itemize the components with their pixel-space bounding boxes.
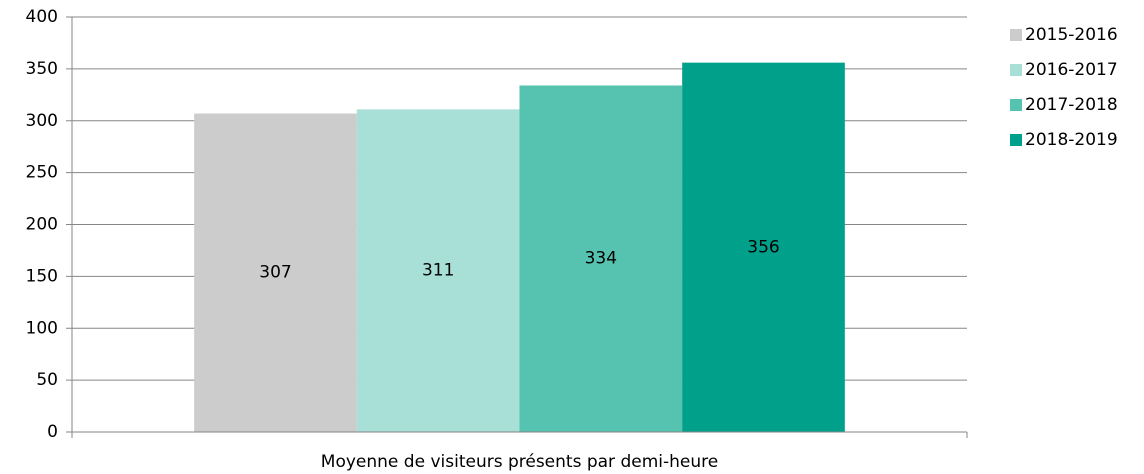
legend-swatch <box>1010 29 1022 41</box>
data-label: 334 <box>585 249 617 269</box>
y-tick-label: 200 <box>26 215 58 235</box>
bar <box>682 62 845 433</box>
y-tick-label: 150 <box>26 266 58 286</box>
bar <box>194 113 357 433</box>
y-tick-label: 300 <box>26 111 58 131</box>
bar <box>356 109 520 433</box>
x-tick-label: Moyenne de visiteurs présents par demi-h… <box>321 452 718 472</box>
legend-swatch <box>1010 134 1022 146</box>
bar <box>519 85 683 432</box>
data-label: 356 <box>747 237 779 257</box>
y-tick-label: 50 <box>36 370 58 390</box>
y-tick-label: 250 <box>26 163 58 183</box>
legend-label: 2015-2016 <box>1025 25 1118 45</box>
y-tick-label: 400 <box>26 7 58 27</box>
data-label: 307 <box>259 263 291 283</box>
y-tick-label: 350 <box>26 59 58 79</box>
legend-swatch <box>1010 64 1022 76</box>
data-label: 311 <box>422 261 454 281</box>
y-tick-label: 0 <box>47 422 58 442</box>
legend-label: 2018-2019 <box>1025 130 1118 150</box>
legend-swatch <box>1010 99 1022 111</box>
legend-label: 2017-2018 <box>1025 95 1118 115</box>
y-tick-label: 100 <box>26 318 58 338</box>
legend-label: 2016-2017 <box>1025 60 1118 80</box>
